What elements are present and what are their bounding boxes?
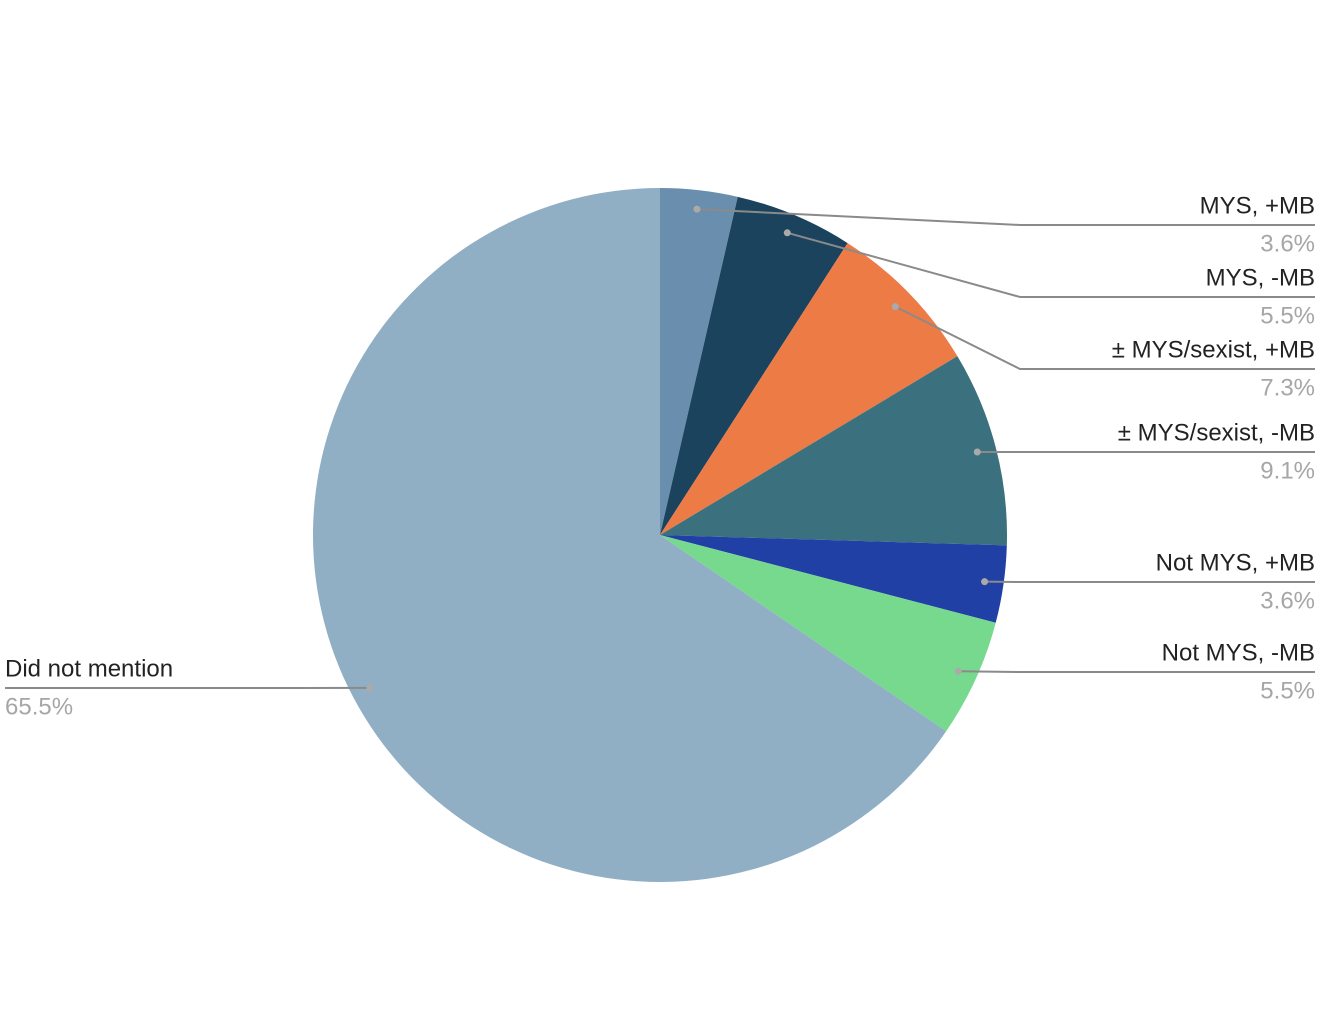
pie-slice: [312, 188, 947, 883]
pie-slice: [660, 188, 738, 535]
leader-dot: [783, 229, 791, 237]
slice-label: ± MYS/sexist, -MB: [1118, 419, 1315, 446]
leader-dot: [693, 205, 701, 213]
pie-slice: [660, 535, 1007, 623]
slice-value: 5.5%: [1260, 302, 1315, 329]
leader-dot: [973, 448, 981, 456]
slice-value: 65.5%: [5, 693, 73, 720]
pie-slice: [660, 356, 1007, 546]
leader-dot: [981, 578, 989, 586]
leader-line: [958, 670, 1315, 673]
leader-line: [894, 305, 1315, 370]
leader-dot: [366, 684, 374, 692]
slice-label: MYS, +MB: [1200, 192, 1315, 219]
leader-dot: [954, 667, 962, 675]
pie-slice: [660, 535, 996, 732]
slice-label: ± MYS/sexist, +MB: [1112, 336, 1315, 363]
leader-line: [787, 231, 1315, 298]
slice-value: 3.6%: [1260, 230, 1315, 257]
slice-label: Did not mention: [5, 655, 173, 682]
slice-label: Not MYS, +MB: [1156, 549, 1315, 576]
leader-dot: [891, 303, 899, 311]
slice-value: 9.1%: [1260, 457, 1315, 484]
slice-label: Not MYS, -MB: [1162, 639, 1315, 666]
slice-label: MYS, -MB: [1206, 264, 1315, 291]
slice-value: 5.5%: [1260, 677, 1315, 704]
slice-value: 7.3%: [1260, 374, 1315, 401]
slice-value: 3.6%: [1260, 587, 1315, 614]
leader-line: [696, 208, 1315, 226]
pie-slice: [660, 196, 848, 535]
pie-slice: [660, 243, 958, 535]
